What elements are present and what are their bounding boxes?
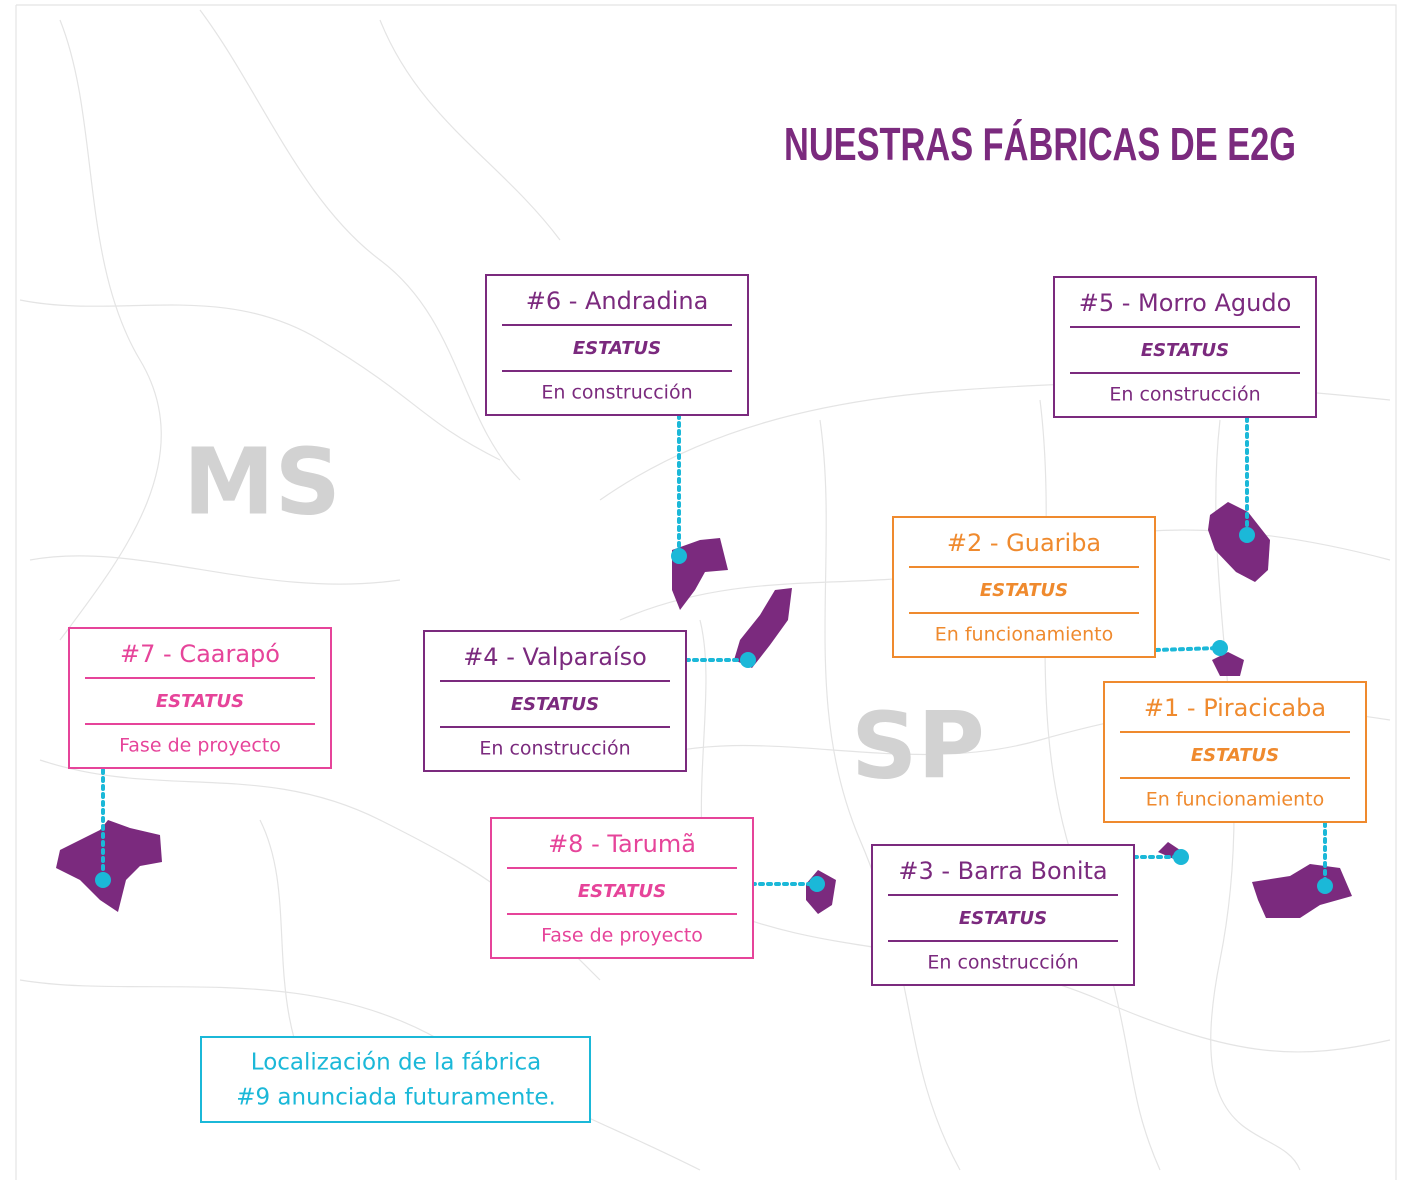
status-heading: ESTATUS bbox=[1141, 340, 1229, 361]
title: NUESTRAS FÁBRICAS DE E2G bbox=[784, 118, 1296, 170]
note-line: #9 anunciada futuramente. bbox=[236, 1085, 556, 1111]
status: En funcionamiento bbox=[1146, 789, 1325, 811]
factory-box bbox=[1053, 276, 1317, 418]
region bbox=[1208, 502, 1270, 582]
factory-box bbox=[485, 274, 749, 416]
status-heading: ESTATUS bbox=[573, 338, 661, 359]
location-dot bbox=[1317, 878, 1333, 894]
status-heading: ESTATUS bbox=[511, 694, 599, 715]
location-dot bbox=[671, 548, 687, 564]
factory-name: #4 - Valparaíso bbox=[463, 643, 647, 671]
state-label: SP bbox=[851, 692, 985, 799]
region bbox=[56, 820, 162, 912]
status-heading: ESTATUS bbox=[156, 691, 244, 712]
note-box: Localización de la fábrica #9 anunciada … bbox=[200, 1036, 591, 1123]
factory-name: #7 - Caarapó bbox=[120, 640, 280, 668]
status: Fase de proyecto bbox=[119, 735, 281, 757]
location-dot bbox=[809, 876, 825, 892]
status: En construcción bbox=[479, 738, 630, 760]
status: En funcionamiento bbox=[935, 624, 1114, 646]
status-heading: ESTATUS bbox=[959, 908, 1047, 929]
note-frame bbox=[200, 1036, 591, 1123]
status: En construcción bbox=[541, 382, 692, 404]
factory-name: #5 - Morro Agudo bbox=[1079, 289, 1292, 317]
factory-name: #6 - Andradina bbox=[526, 287, 709, 315]
factory-name: #1 - Piracicaba bbox=[1144, 694, 1326, 722]
factory-box bbox=[1103, 681, 1367, 823]
connector bbox=[1154, 646, 1222, 652]
map-background bbox=[15, 4, 1397, 1180]
status-heading: ESTATUS bbox=[578, 881, 666, 902]
note-line: Localización de la fábrica bbox=[251, 1050, 541, 1076]
region bbox=[734, 588, 792, 668]
location-dot bbox=[95, 872, 111, 888]
location-dot bbox=[1173, 849, 1189, 865]
region bbox=[1252, 864, 1352, 918]
location-dot bbox=[1212, 640, 1228, 656]
factory-name: #8 - Tarumã bbox=[548, 830, 696, 858]
factory-box bbox=[68, 627, 332, 769]
factory-box bbox=[490, 817, 754, 959]
location-dot bbox=[740, 652, 756, 668]
status-heading: ESTATUS bbox=[980, 580, 1068, 601]
region bbox=[806, 870, 836, 914]
status-heading: ESTATUS bbox=[1191, 745, 1279, 766]
status: En construcción bbox=[1109, 384, 1260, 406]
factory-name: #3 - Barra Bonita bbox=[898, 857, 1107, 885]
factory-box bbox=[871, 844, 1135, 986]
location-dot bbox=[1239, 527, 1255, 543]
regions bbox=[56, 502, 1352, 918]
factory-name: #2 - Guariba bbox=[947, 529, 1101, 557]
region bbox=[1212, 652, 1244, 676]
state-label: MS bbox=[183, 428, 341, 535]
status: En construcción bbox=[927, 952, 1078, 974]
factory-box bbox=[892, 516, 1156, 658]
status: Fase de proyecto bbox=[541, 925, 703, 947]
factory-box bbox=[423, 630, 687, 772]
